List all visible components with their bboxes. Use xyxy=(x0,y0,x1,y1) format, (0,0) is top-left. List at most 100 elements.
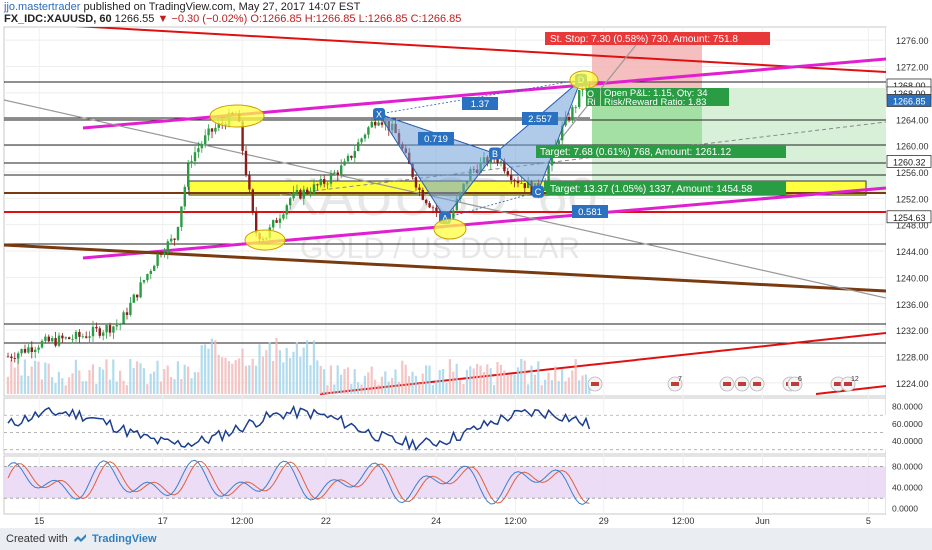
volume-bar xyxy=(397,381,400,394)
price-label-text: 1260.32 xyxy=(893,157,926,167)
candle-body xyxy=(132,294,135,303)
candle-body xyxy=(561,125,564,141)
highlight-ellipse-a xyxy=(433,218,467,240)
volume-bar xyxy=(176,361,179,394)
volume-bar xyxy=(153,371,156,394)
volume-bar xyxy=(129,359,132,394)
candle-body xyxy=(95,326,98,329)
volume-bar xyxy=(292,351,295,394)
volume-bar xyxy=(187,366,190,394)
candle-body xyxy=(204,135,207,145)
rsi-tick-label: 40.0000 xyxy=(892,436,923,446)
red-trendline-lower xyxy=(319,332,886,395)
magenta-channel-lower xyxy=(82,186,886,260)
candle-body xyxy=(299,189,302,199)
volume-bar xyxy=(282,362,285,394)
candle-body xyxy=(81,336,84,338)
pattern-ratio-box xyxy=(522,112,558,125)
candle-body xyxy=(71,338,74,340)
price-tick-label: 1248.00 xyxy=(896,221,929,231)
volume-bar xyxy=(442,368,445,394)
stoch-d-line xyxy=(7,461,590,504)
candle-body xyxy=(435,207,438,212)
brown-trendline xyxy=(4,243,886,293)
ohlc-close: C:1266.85 xyxy=(410,13,462,25)
volume-bar xyxy=(289,357,292,394)
tradingview-logo-icon xyxy=(74,534,86,542)
volume-bar xyxy=(241,348,244,394)
volume-bar xyxy=(520,358,523,394)
rsi-line xyxy=(7,404,591,452)
pattern-point-label: X xyxy=(376,109,382,119)
volume-bar xyxy=(136,361,139,394)
volume-bar xyxy=(64,385,67,394)
volume-bar xyxy=(465,369,468,394)
candle-body xyxy=(367,127,370,135)
time-tick-label: 12:00 xyxy=(231,516,254,526)
candle-body xyxy=(527,181,530,189)
volume-bar xyxy=(581,375,584,394)
candle-body xyxy=(251,189,254,213)
volume-bar xyxy=(61,378,64,394)
candle-body xyxy=(153,265,156,271)
event-flag-count: 12 xyxy=(851,376,859,383)
candle-body xyxy=(323,179,326,184)
candle-body xyxy=(78,331,81,337)
pattern-ratio-label: 0.719 xyxy=(424,134,448,145)
volume-bar xyxy=(146,384,149,394)
volume-bar xyxy=(567,377,570,394)
pattern-ratio-label: 2.557 xyxy=(528,114,552,125)
candle-body xyxy=(496,157,499,163)
volume-bar xyxy=(217,354,220,394)
candle-body xyxy=(506,171,509,176)
symbol-name: FX_IDC:XAUUSD, 60 xyxy=(4,13,112,25)
rsi-tick-label: 80.0000 xyxy=(892,402,923,412)
candle-body xyxy=(30,347,33,352)
candle-body xyxy=(530,181,533,194)
volume-bar xyxy=(57,371,60,394)
volume-bar xyxy=(370,366,373,394)
pattern-point-marker xyxy=(373,107,385,120)
volume-bar xyxy=(156,360,159,394)
volume-bar xyxy=(81,381,84,394)
volume-bar xyxy=(557,381,560,394)
price-tick-label: 1244.00 xyxy=(896,247,929,257)
candle-body xyxy=(377,122,380,126)
volume-bar xyxy=(207,348,210,394)
volume-bar xyxy=(190,378,193,394)
candle-body xyxy=(214,127,217,132)
down-arrow-icon: ▼ xyxy=(157,13,169,25)
price-axis[interactable] xyxy=(886,27,932,514)
price-tick-label: 1272.00 xyxy=(896,63,929,73)
candle-body xyxy=(343,161,346,166)
tradingview-brand-link[interactable]: TradingView xyxy=(92,533,157,545)
time-tick-label: Jun xyxy=(755,516,770,526)
volume-bar xyxy=(312,340,315,394)
highlight-ellipse-d xyxy=(569,70,599,90)
volume-bar xyxy=(68,377,71,394)
rsi-tick-label: 60.0000 xyxy=(892,419,923,429)
candle-body xyxy=(336,172,339,176)
volume-bar xyxy=(309,365,312,394)
candle-body xyxy=(510,175,513,181)
volume-bar xyxy=(408,376,411,394)
volume-bar xyxy=(105,359,108,394)
volume-bar xyxy=(561,368,564,394)
time-tick-label: 5 xyxy=(866,516,871,526)
candle-body xyxy=(61,335,64,339)
candle-body xyxy=(27,347,30,353)
candle-body xyxy=(170,238,173,242)
candle-body xyxy=(329,173,333,184)
volume-bar xyxy=(78,370,81,394)
candle-body xyxy=(44,336,47,341)
candle-body xyxy=(112,326,115,333)
candle-body xyxy=(350,155,353,158)
volume-bar xyxy=(530,365,533,394)
stoch-k-line xyxy=(7,459,590,505)
volume-bar xyxy=(91,364,94,394)
cut-label-r: Ri xyxy=(587,97,596,107)
volume-bar xyxy=(173,379,176,394)
author-link[interactable]: jjo.mastertrader xyxy=(4,1,81,13)
volume-bar xyxy=(540,385,543,394)
